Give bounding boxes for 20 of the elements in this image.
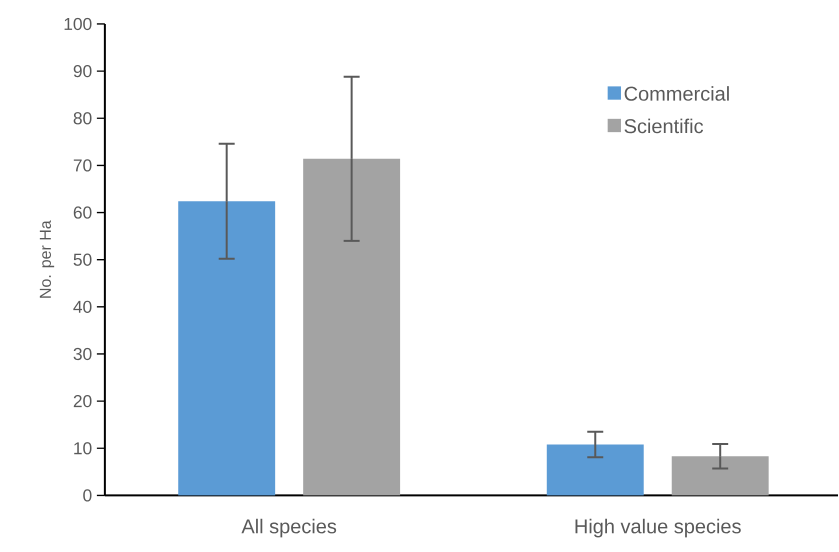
y-tick-label: 50 [74, 253, 92, 266]
bar [178, 201, 276, 496]
bar [672, 456, 769, 496]
x-tick-label: High value species [576, 518, 741, 538]
y-tick-label: 60 [74, 206, 92, 218]
bar [303, 158, 400, 496]
y-tick-label: 90 [74, 64, 92, 78]
legend-label: Scientific [624, 118, 704, 134]
y-tick-label: 30 [74, 348, 92, 360]
y-axis-title: No. per Ha [40, 220, 54, 298]
legend-label: Commercial [624, 86, 729, 101]
y-tick-label: 80 [74, 112, 92, 124]
y-tick-label: 40 [73, 300, 92, 313]
bar [546, 444, 644, 496]
y-tick-label: 0 [83, 489, 92, 502]
y-tick-label: 10 [74, 442, 92, 454]
y-tick-label: 70 [74, 159, 92, 172]
x-tick-label: All species [241, 518, 336, 538]
y-tick-label: 20 [74, 394, 92, 408]
y-tick-label: 100 [64, 18, 92, 30]
